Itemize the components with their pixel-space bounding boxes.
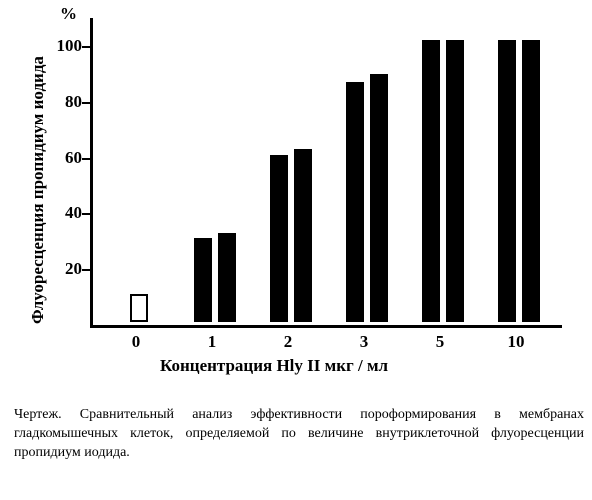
chart-bar (370, 74, 388, 322)
chart-bar (130, 294, 148, 322)
y-tick-mark (82, 158, 90, 160)
chart-bar (218, 233, 236, 322)
y-tick-mark (82, 46, 90, 48)
x-tick-label: 3 (339, 332, 389, 352)
y-tick-label: 80 (42, 92, 82, 112)
chart-bar (422, 40, 440, 322)
y-unit-label: % (60, 4, 77, 24)
chart-bar (346, 82, 364, 322)
plot-area (90, 18, 562, 328)
x-tick-label: 0 (111, 332, 161, 352)
chart-bar (522, 40, 540, 322)
chart-container: % Флуоресценция пропидиум иодида Концент… (0, 0, 592, 400)
figure-caption: Чертеж. Сравнительный анализ эффективнос… (14, 406, 584, 463)
y-tick-mark (82, 213, 90, 215)
chart-bar (270, 155, 288, 322)
x-tick-label: 2 (263, 332, 313, 352)
chart-bar (194, 238, 212, 322)
y-tick-label: 40 (42, 203, 82, 223)
chart-bar (294, 149, 312, 322)
y-tick-label: 60 (42, 148, 82, 168)
y-tick-mark (82, 102, 90, 104)
y-tick-label: 20 (42, 259, 82, 279)
x-axis-label: Концентрация Hly II мкг / мл (160, 356, 388, 376)
x-tick-label: 1 (187, 332, 237, 352)
y-tick-mark (82, 269, 90, 271)
x-tick-label: 10 (491, 332, 541, 352)
x-tick-label: 5 (415, 332, 465, 352)
chart-bar (498, 40, 516, 322)
chart-bar (446, 40, 464, 322)
y-tick-label: 100 (42, 36, 82, 56)
